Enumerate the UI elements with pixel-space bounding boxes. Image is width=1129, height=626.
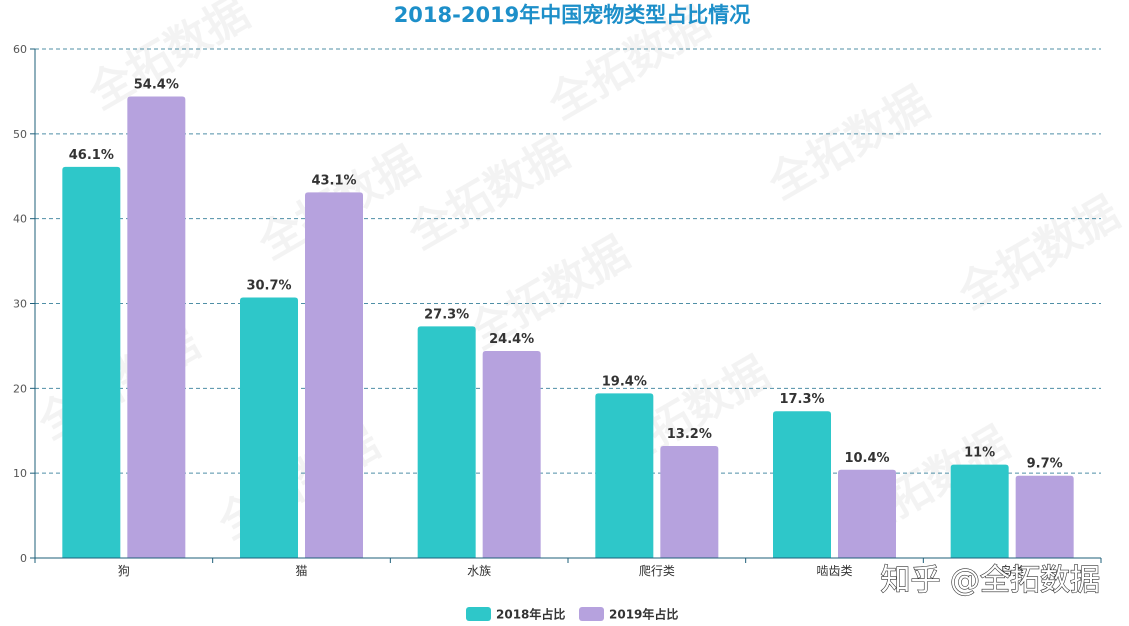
legend-swatch	[466, 607, 491, 621]
bar-2018[interactable]	[773, 411, 831, 558]
bar-2019[interactable]	[482, 351, 541, 558]
x-tick-label: 爬行类	[639, 564, 675, 578]
x-tick-label: 啮齿类	[816, 564, 852, 578]
x-tick-label: 狗	[118, 564, 130, 578]
bar-2019[interactable]	[305, 192, 363, 558]
watermark-text: 全拓数据	[759, 77, 938, 210]
data-label: 10.4%	[844, 451, 889, 466]
y-tick-label: 50	[13, 128, 27, 141]
data-label: 24.4%	[489, 332, 534, 347]
data-label: 19.4%	[602, 374, 647, 389]
bars: 46.1% 54.4% 30.7% 43.1% 27.3% 24.4% 19.4% 13.2%…	[62, 78, 1074, 559]
y-tick-label: 10	[13, 467, 27, 480]
y-tick-label: 20	[13, 382, 27, 395]
x-tick-label: 猫	[295, 564, 307, 578]
legend-label: 2018年占比	[496, 607, 565, 622]
bar-2019[interactable]	[127, 96, 186, 559]
y-tick-label: 60	[13, 43, 27, 56]
x-axis: 狗 猫 水族 爬行类 啮齿类 鸟类	[34, 557, 1102, 578]
legend-item-2018[interactable]: 2018年占比	[466, 607, 565, 622]
legend-swatch	[579, 607, 604, 621]
x-tick-label: 鸟类	[1000, 563, 1024, 578]
bar-2018[interactable]	[240, 297, 298, 558]
y-tick-label: 0	[20, 552, 27, 565]
credit-watermark: 知乎 @全拓数据	[880, 563, 1100, 598]
data-label: 46.1%	[69, 148, 114, 163]
data-label: 17.3%	[779, 392, 824, 407]
data-label: 43.1%	[311, 173, 356, 188]
data-label: 30.7%	[246, 279, 291, 294]
bar-2018[interactable]	[595, 393, 654, 558]
bar-2019[interactable]	[660, 446, 719, 558]
x-tick-label: 水族	[467, 564, 491, 578]
chart-title: 2018-2019年中国宠物类型占比情况	[394, 3, 751, 27]
watermark-text: 全拓数据	[459, 227, 638, 360]
grid-lines	[35, 48, 1101, 474]
legend-item-2019[interactable]: 2019年占比	[579, 607, 678, 622]
bar-2019[interactable]	[838, 469, 896, 558]
bar-2018[interactable]	[417, 326, 476, 558]
data-label: 27.3%	[424, 307, 469, 322]
data-label: 9.7%	[1027, 457, 1063, 472]
legend-label: 2019年占比	[609, 607, 678, 622]
y-axis: 0 10 20 30 40 50 60	[13, 43, 36, 565]
bar-2019[interactable]	[1015, 475, 1074, 558]
data-label: 54.4%	[134, 78, 179, 93]
legend[interactable]: 2018年占比 2019年占比	[466, 607, 678, 622]
bar-2018[interactable]	[950, 464, 1009, 558]
y-tick-label: 30	[13, 298, 27, 311]
data-label: 13.2%	[667, 427, 712, 442]
y-tick-label: 40	[13, 213, 27, 226]
watermark-text: 全拓数据	[399, 127, 578, 260]
data-label: 11%	[964, 446, 995, 461]
bar-2018[interactable]	[62, 166, 121, 558]
watermark-text: 全拓数据	[949, 187, 1128, 320]
